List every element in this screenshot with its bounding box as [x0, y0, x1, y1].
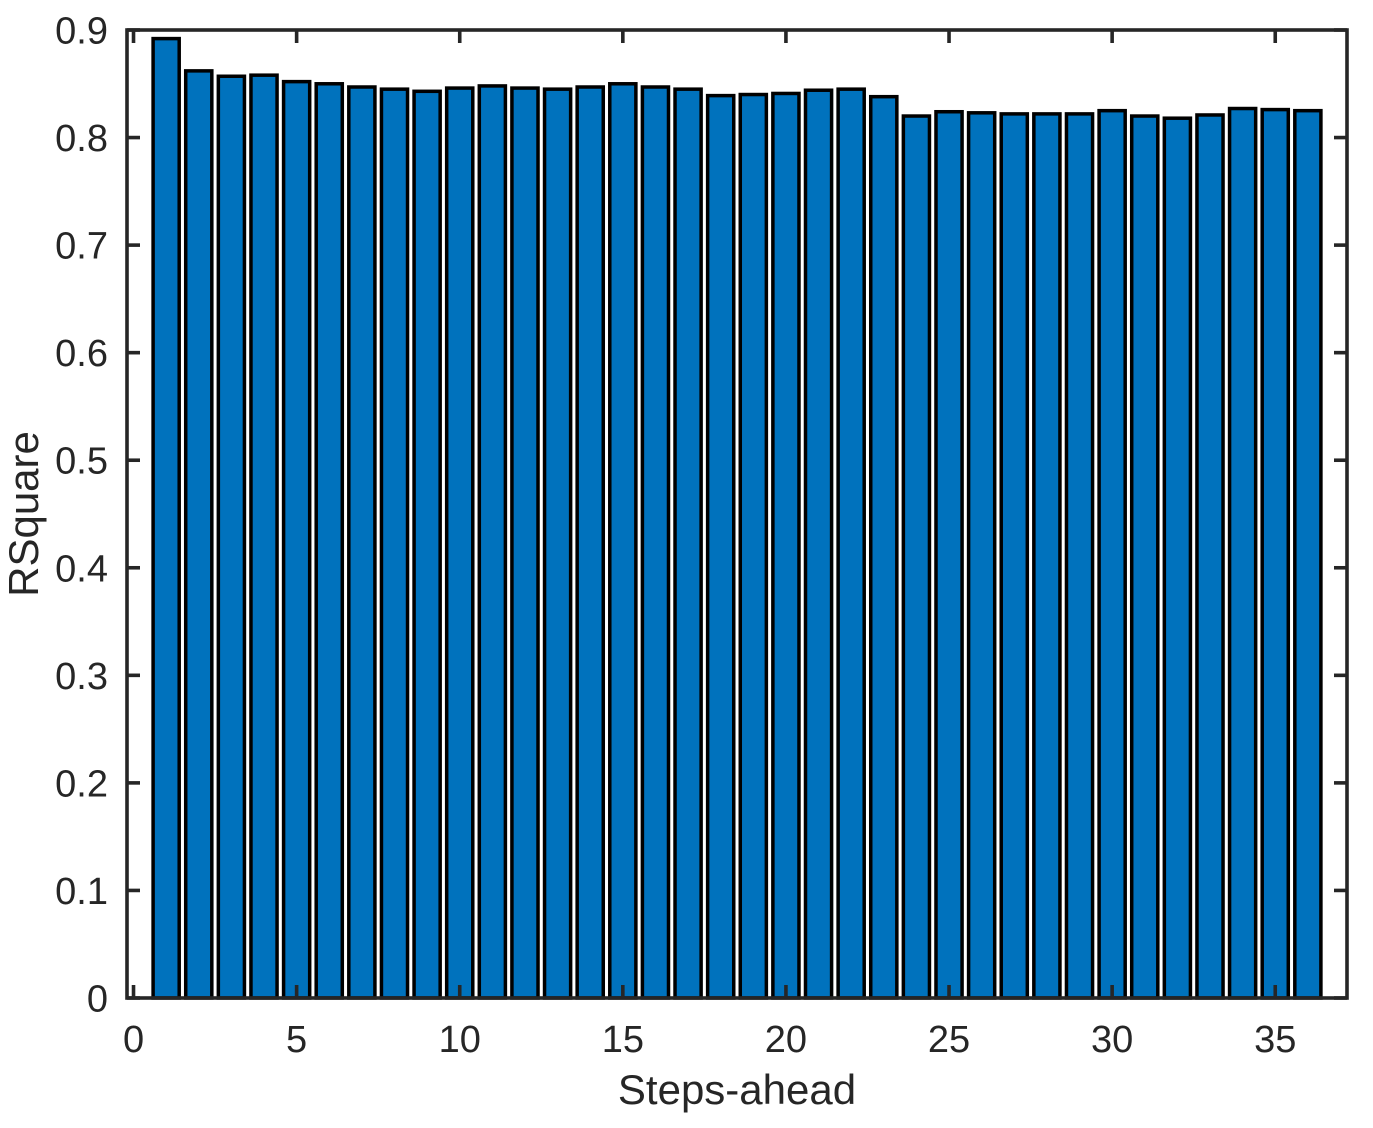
- axes-box: [125, 28, 1349, 1000]
- bar-step-31: [1129, 114, 1160, 1000]
- bar-step-8: [379, 87, 410, 1000]
- bar-step-36: [1293, 108, 1323, 1000]
- bar-step-2: [183, 69, 214, 1000]
- x-axis-label: Steps-ahead: [618, 1066, 856, 1113]
- bar-step-18: [705, 93, 736, 1000]
- x-tick-label: 30: [1091, 1019, 1133, 1061]
- y-tick-label: 0.6: [55, 333, 108, 375]
- x-tick-label: 35: [1254, 1019, 1296, 1061]
- y-tick-label: 0.8: [55, 118, 108, 160]
- bar-step-34: [1227, 106, 1258, 1000]
- bar-step-15: [608, 82, 638, 1000]
- y-tick-label: 0.9: [55, 11, 108, 53]
- x-tick-label: 20: [765, 1019, 807, 1061]
- x-tick-label: 5: [286, 1019, 307, 1061]
- bar-step-3: [216, 74, 247, 1000]
- bar-step-29: [1064, 112, 1095, 1000]
- y-tick-label: 0.3: [55, 656, 108, 698]
- bar-step-27: [999, 112, 1030, 1000]
- bar-step-24: [901, 114, 932, 1000]
- bar-step-1: [151, 36, 181, 1000]
- bar-step-20: [771, 91, 801, 1000]
- x-tick-label: 0: [123, 1019, 144, 1061]
- y-tick-label: 0.5: [55, 441, 108, 483]
- bar-step-14: [575, 85, 606, 1000]
- bar-step-22: [836, 87, 866, 1000]
- bar-step-32: [1162, 116, 1193, 1000]
- bar-step-5: [281, 79, 312, 1000]
- bar-step-26: [966, 111, 997, 1000]
- plot-area: 0 5 10 15 20 25 30 35 0 0.1 0.2 0.3 0.4 0.5 0.6 0.7 0.8 0…: [55, 11, 1349, 1061]
- bar-step-13: [542, 87, 573, 1000]
- bar-step-4: [249, 73, 279, 1000]
- y-tick-label: 0: [87, 979, 108, 1021]
- bar-step-28: [1032, 112, 1062, 1000]
- bar-step-30: [1097, 108, 1127, 1000]
- x-tick-label: 15: [602, 1019, 644, 1061]
- y-tick-label: 0.2: [55, 763, 108, 805]
- bar-step-9: [412, 89, 442, 1000]
- bar-step-10: [444, 86, 475, 1000]
- x-tick-label: 25: [928, 1019, 970, 1061]
- bar-step-12: [510, 86, 540, 1000]
- bar-step-6: [314, 82, 345, 1000]
- bar-step-7: [347, 85, 377, 1000]
- bar-step-17: [673, 87, 703, 1000]
- bar-step-19: [738, 92, 769, 1000]
- x-tick-label: 10: [439, 1019, 481, 1061]
- bar-step-21: [803, 88, 834, 1000]
- bar-step-25: [934, 109, 964, 1000]
- y-axis-label: RSquare: [0, 431, 47, 597]
- y-tick-label: 0.7: [55, 226, 108, 268]
- bar-step-35: [1260, 107, 1291, 1000]
- bar-step-16: [640, 85, 671, 1000]
- y-tick-label: 0.4: [55, 548, 108, 590]
- bar-step-23: [868, 94, 899, 1000]
- y-tick-label: 0.1: [55, 871, 108, 913]
- bar-step-33: [1195, 113, 1225, 1000]
- bar-step-11: [477, 84, 508, 1000]
